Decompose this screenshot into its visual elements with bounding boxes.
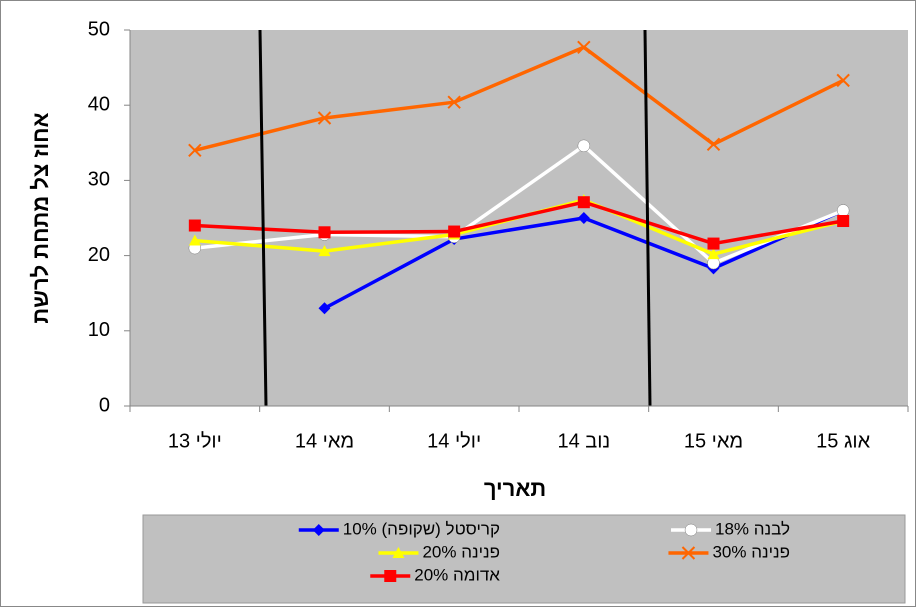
marker (317, 111, 332, 125)
marker (392, 547, 405, 558)
marker (836, 73, 850, 88)
marker (188, 234, 201, 246)
x-axis-title: תאריך (484, 476, 546, 501)
x-tick-label: נוב 14 (557, 430, 610, 452)
x-tick-label: יולי 14 (427, 430, 481, 452)
x-tick-label: אוג 15 (816, 430, 870, 452)
divider-line (258, 29, 268, 407)
y-tick-label: 20 (88, 244, 110, 266)
marker (577, 212, 590, 224)
marker (318, 245, 331, 257)
marker (188, 143, 202, 158)
marker (684, 523, 698, 537)
x-tick-label: יולי 13 (168, 430, 222, 452)
marker (188, 219, 201, 232)
marker (707, 248, 720, 260)
marker (681, 546, 696, 560)
marker (836, 204, 850, 217)
legend-label: פנינה 20% (422, 542, 500, 561)
marker (837, 215, 850, 228)
y-tick-label: 0 (99, 394, 110, 416)
marker (318, 302, 331, 315)
series-line (194, 200, 844, 246)
y-tick-label: 40 (88, 93, 110, 115)
legend-label: אדומה 20% (414, 565, 500, 584)
x-tick-label: מאי 14 (295, 430, 354, 452)
series-line (194, 144, 844, 265)
legend-label: קריסטל (שקופה) 10% (343, 519, 500, 538)
marker (312, 524, 325, 536)
marker (707, 237, 720, 250)
marker (318, 226, 331, 239)
divider-line (643, 29, 652, 407)
y-tick-label: 10 (88, 319, 110, 341)
marker (447, 95, 461, 109)
legend-label: לבנה 18% (715, 519, 790, 538)
marker (448, 225, 461, 238)
marker (384, 570, 397, 582)
marker (577, 196, 590, 209)
marker (577, 139, 591, 153)
legend-box (142, 514, 906, 604)
x-tick-label: מאי 15 (684, 430, 743, 452)
marker (577, 40, 591, 55)
y-axis-title: אחוז צל מתחת לרשת (28, 112, 53, 323)
series-line (194, 45, 844, 153)
y-tick-label: 50 (88, 18, 110, 40)
legend-label: פנינה 30% (712, 542, 790, 561)
y-tick-label: 30 (88, 169, 110, 191)
marker (706, 137, 721, 152)
